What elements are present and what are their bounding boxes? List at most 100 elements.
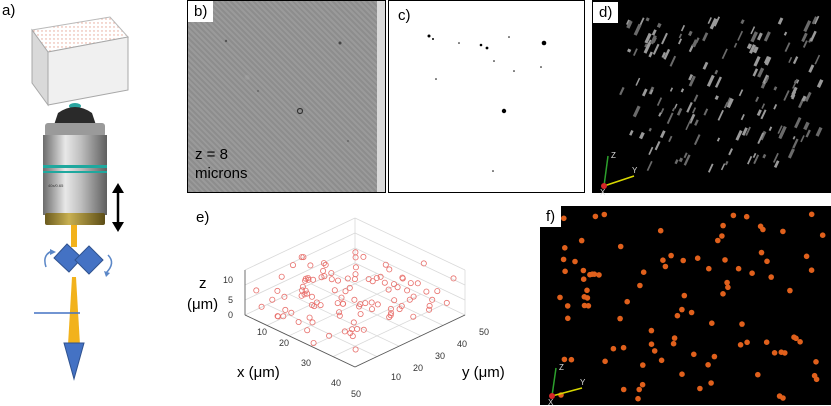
scatter-marker — [386, 266, 393, 273]
volume-streak — [740, 113, 745, 121]
scatter-marker — [420, 260, 427, 267]
scatter-marker — [356, 303, 363, 310]
volume-streak — [737, 30, 744, 41]
sphere-marker — [791, 334, 797, 340]
sphere-marker — [617, 315, 623, 322]
scatter-marker — [374, 301, 381, 308]
volume-streak — [716, 137, 721, 142]
scatter-marker — [351, 276, 358, 283]
x-tick: 10 — [257, 327, 267, 337]
volume-streak — [752, 68, 759, 77]
volume-streak — [803, 20, 812, 33]
scatter-marker — [274, 313, 281, 320]
volume-streak — [793, 79, 798, 84]
volume-streak — [633, 23, 642, 36]
volume-streak — [796, 79, 800, 84]
volume-streak — [669, 87, 674, 92]
sphere-marker — [819, 232, 826, 238]
scatter-marker — [407, 280, 414, 287]
sphere-marker — [780, 228, 786, 235]
sphere-marker — [635, 395, 641, 402]
volume-streak — [629, 130, 634, 136]
sphere-marker — [744, 339, 750, 346]
scatter-marker — [450, 275, 457, 282]
volume-streak — [683, 154, 691, 166]
volume-streak — [753, 56, 761, 67]
volume-streak — [644, 32, 652, 44]
sphere-marker — [730, 212, 737, 219]
scatter-marker — [305, 276, 312, 283]
volume-streak — [745, 126, 751, 136]
volume-streak — [707, 17, 712, 25]
volume-streak — [815, 126, 823, 137]
scatter-marker — [281, 293, 288, 300]
sphere-marker — [580, 276, 587, 282]
panel-e-label: e) — [196, 209, 210, 226]
z-axis-label: z — [199, 275, 207, 292]
volume-streak — [760, 109, 767, 120]
volume-streak — [632, 105, 641, 118]
sphere-marker — [725, 284, 731, 291]
scatter-marker — [310, 339, 317, 346]
volume-streak — [661, 32, 668, 45]
volume-streak — [674, 159, 679, 165]
particle-dots — [427, 34, 547, 172]
volume-streak — [728, 148, 734, 156]
volume-streak — [707, 163, 714, 173]
scatter-marker — [352, 254, 359, 261]
sphere-marker — [763, 339, 770, 345]
volume-streak — [755, 96, 760, 103]
sphere-marker — [640, 269, 647, 275]
volume-streak — [648, 146, 654, 156]
volume-streak — [814, 54, 821, 65]
volume-render-panel: Y Z X — [592, 0, 831, 196]
scatter-marker — [368, 306, 375, 313]
y-axis-label: y (μm) — [462, 364, 505, 381]
volume-streak — [694, 119, 699, 126]
scatter-marker — [385, 286, 392, 293]
scatter-marker — [310, 276, 317, 283]
volume-streak — [762, 153, 767, 159]
volume-streak — [805, 129, 811, 138]
sphere-marker — [562, 268, 568, 275]
focus-double-arrow — [112, 183, 124, 232]
volume-streak — [792, 56, 799, 65]
sphere-marker — [787, 287, 793, 294]
volume-streak — [656, 97, 663, 106]
sphere-marker — [705, 362, 711, 368]
sphere-marker — [610, 345, 617, 352]
volume-streak — [688, 44, 694, 53]
volume-streak — [651, 37, 656, 44]
volume-streak — [659, 130, 666, 139]
scatter-marker — [410, 313, 417, 320]
x-tick: 40 — [331, 378, 341, 388]
sphere-marker — [778, 349, 785, 355]
sphere-marker — [808, 267, 815, 273]
volume-streak — [666, 112, 674, 125]
scatter-marker — [320, 260, 327, 267]
sphere-marker — [776, 393, 783, 399]
sphere-marker — [591, 271, 598, 277]
volume-streak — [724, 160, 729, 166]
beam-upper — [71, 225, 77, 247]
volume-streak — [761, 103, 766, 109]
volume-streak — [714, 69, 719, 75]
sphere-marker — [697, 385, 703, 392]
scatter-marker — [348, 326, 355, 333]
volume-streak — [680, 88, 685, 93]
volume-streak — [792, 136, 796, 140]
scatter-marker — [309, 319, 316, 326]
volume-streak — [726, 98, 734, 109]
scatter-marker — [357, 311, 364, 318]
sphere-marker — [560, 256, 567, 263]
volume-streak — [801, 32, 808, 43]
sphere-marker — [670, 340, 677, 347]
scatter-marker — [309, 293, 316, 300]
sphere-marker — [648, 341, 655, 347]
volume-streak — [713, 16, 721, 27]
binary-image-panel — [388, 0, 585, 193]
scatter-marker — [381, 279, 388, 286]
axis-x-letter: X — [548, 398, 554, 406]
sphere-marker — [681, 292, 688, 299]
output-cone — [63, 342, 85, 381]
